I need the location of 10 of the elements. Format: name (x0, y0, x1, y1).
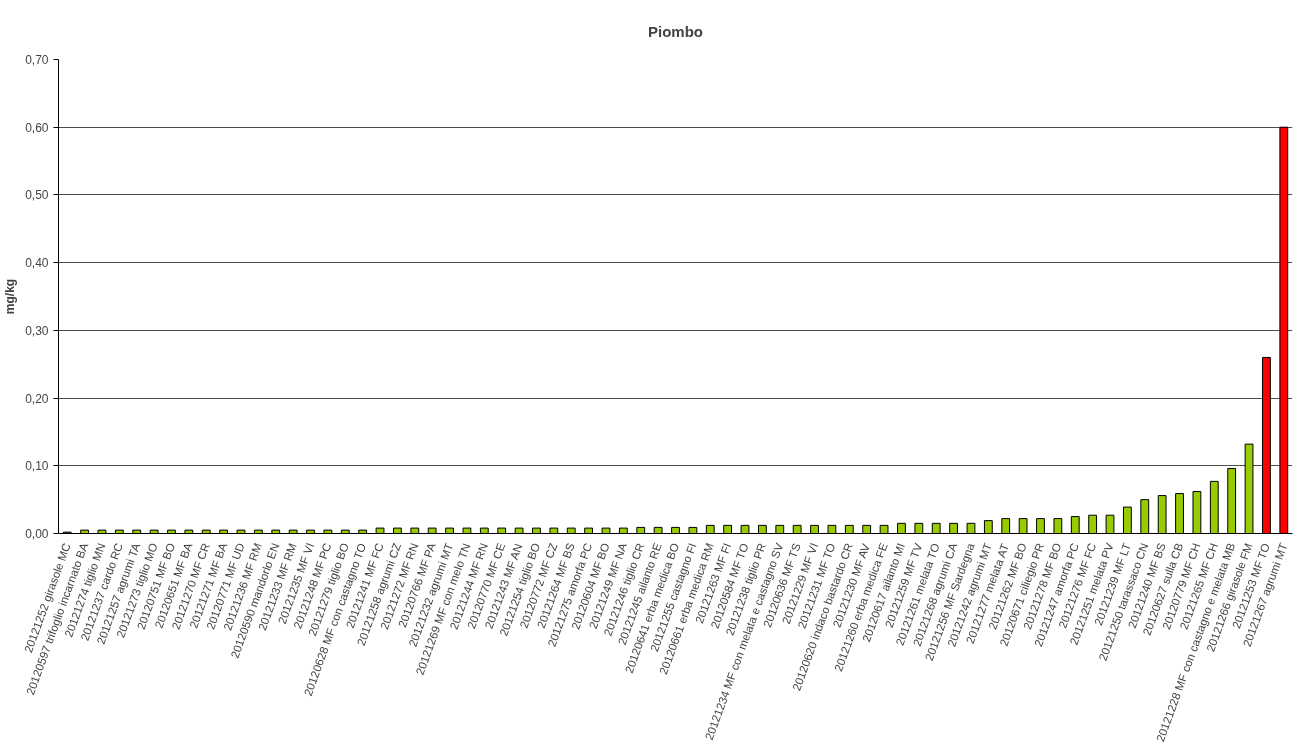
y-tick-label: 0,30 (25, 323, 49, 338)
y-tick-label: 0,20 (25, 391, 49, 406)
y-tick-label: 0,60 (25, 120, 49, 135)
y-tick-label: 0,10 (25, 459, 49, 474)
y-tick-label: 0,70 (25, 53, 49, 67)
y-tick-label: 0,00 (25, 527, 49, 541)
y-tick-label: 0,40 (25, 256, 49, 271)
y-tick-label: 0,50 (25, 188, 49, 203)
chart-title: Piombo (648, 22, 703, 40)
y-axis-title: mg/kg (3, 278, 18, 315)
